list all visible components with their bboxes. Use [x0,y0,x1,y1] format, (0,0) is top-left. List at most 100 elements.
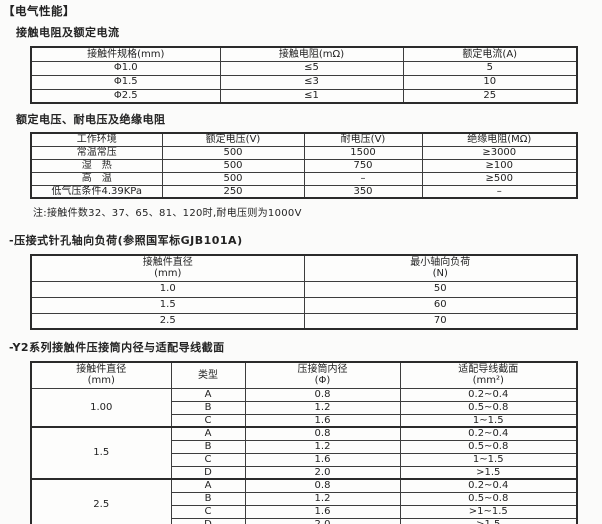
cell-min-axial-load: 50 [303,280,578,298]
cell-withstand-voltage: 750 [303,158,423,173]
table-row: 1.5 A 0.8 0.2~0.4 [30,426,578,480]
cell-spec: Φ1.5 [30,74,221,90]
cell-diameter-group: 2.5 [30,478,172,524]
section-heading-axial-load: -压接式针孔轴向负荷(参照国军标GJB101A) [9,234,243,247]
table-y2-crimp-barrel: 接触件直径 (mm) 类型 压接筒内径 (Φ) 适配导线截面 (mm²) 1.0… [30,361,578,524]
cell-withstand-voltage: – [303,171,423,186]
header-line: 类型 [198,369,218,381]
table-row: 1.5 60 [30,296,578,314]
header-line: 适配导线截面 [458,364,519,376]
cell-barrel-id: 1.2 [244,400,401,415]
header-unit: (N) [432,268,448,280]
table-header-row: 接触件直径 (mm) 类型 压接筒内径 (Φ) 适配导线截面 (mm²) [30,361,578,389]
table-row: B 1.2 0.5~0.8 [31,439,578,454]
column-header: 接触件直径 (mm) [30,254,305,282]
column-header: 接触件规格(mm) [30,46,221,62]
cell-withstand-voltage: 1500 [303,145,423,160]
cell-environment: 低气压条件4.39KPa [30,184,163,199]
header-line: 接触件直径 [142,257,193,269]
column-header: 适配导线截面 (mm²) [399,361,578,389]
cell-min-axial-load: 60 [303,296,578,314]
cell-rated-voltage: 500 [161,145,305,160]
cell-spec: Φ2.5 [30,88,221,104]
cell-type: C [170,452,246,467]
cell-wire-section: >1.5 [399,465,578,480]
table-row: C 1.6 1~1.5 [31,452,578,467]
column-header: 绝缘电阻(MΩ) [421,132,578,147]
table-header-row: 工作环境 额定电压(V) 耐电压(V) 绝缘电阻(MΩ) [30,132,578,147]
cell-min-axial-load: 70 [303,312,578,330]
column-header: 最小轴向负荷 (N) [303,254,578,282]
cell-insulation-resistance: ≥500 [421,171,578,186]
column-header: 额定电流(A) [402,46,578,62]
cell-wire-section: 0.5~0.8 [399,439,578,454]
table-row: D 2.0 >1.5 [31,517,578,524]
cell-insulation-resistance: ≥3000 [421,145,578,160]
cell-barrel-id: 1.6 [244,452,401,467]
table-row: 常温常压 500 1500 ≥3000 [30,145,578,160]
column-header: 额定电压(V) [161,132,305,147]
cell-current: 10 [402,74,578,90]
header-unit: (mm²) [472,375,504,387]
table-row: Φ1.5 ≤3 10 [30,74,578,90]
cell-wire-section: >1~1.5 [399,504,578,519]
header-line: 压接筒内径 [297,364,348,376]
table-row: B 1.2 0.5~0.8 [31,400,578,415]
cell-rated-voltage: 500 [161,158,305,173]
cell-current: 5 [402,60,578,76]
cell-wire-section: >1.5 [399,517,578,524]
table-header-row: 接触件直径 (mm) 最小轴向负荷 (N) [30,254,578,282]
column-header: 耐电压(V) [303,132,423,147]
table-row: 低气压条件4.39KPa 250 350 – [30,184,578,199]
cell-barrel-id: 0.8 [244,478,401,493]
cell-type: A [170,387,246,402]
cell-resistance: ≤1 [219,88,404,104]
cell-diameter-group: 1.5 [30,426,172,480]
cell-barrel-id: 0.8 [244,387,401,402]
cell-type: B [170,439,246,454]
cell-type: C [170,413,246,428]
table-row: Φ1.0 ≤5 5 [30,60,578,76]
header-line: 最小轴向负荷 [410,257,471,269]
cell-type: A [170,426,246,441]
cell-type: C [170,504,246,519]
cell-type: B [170,400,246,415]
cell-insulation-resistance: ≥100 [421,158,578,173]
cell-resistance: ≤5 [219,60,404,76]
page-title: 【电气性能】 [3,4,75,18]
cell-barrel-id: 1.6 [244,413,401,428]
cell-diameter: 2.5 [30,312,305,330]
table-row: 1.0 50 [30,280,578,298]
column-header: 压接筒内径 (Φ) [244,361,401,389]
cell-barrel-id: 1.6 [244,504,401,519]
cell-wire-section: 1~1.5 [399,413,578,428]
section-heading-y2-crimp-barrel: -Y2系列接触件压接筒内径与适配导线截面 [9,341,225,354]
cell-wire-section: 0.2~0.4 [399,387,578,402]
table-header-row: 接触件规格(mm) 接触电阻(mΩ) 额定电流(A) [30,46,578,62]
cell-barrel-id: 2.0 [244,517,401,524]
column-header: 工作环境 [30,132,163,147]
table-row: 1.00 A 0.8 0.2~0.4 [30,387,578,428]
table-voltage-insulation: 工作环境 额定电压(V) 耐电压(V) 绝缘电阻(MΩ) 常温常压 500 15… [30,132,578,199]
table-row: 湿 热 500 750 ≥100 [30,158,578,173]
cell-environment: 高 温 [30,171,163,186]
footnote-withstand-voltage: 注:接触件数32、37、65、81、120时,耐电压则为1000V [33,208,302,219]
header-unit: (mm) [154,268,182,280]
cell-withstand-voltage: 350 [303,184,423,199]
header-line: 接触件直径 [76,364,127,376]
header-unit: (mm) [87,375,115,387]
column-header: 类型 [170,361,246,389]
cell-type: D [170,465,246,480]
column-header: 接触件直径 (mm) [30,361,172,389]
table-contact-resistance-rated-current: 接触件规格(mm) 接触电阻(mΩ) 额定电流(A) Φ1.0 ≤5 5 Φ1.… [30,46,578,104]
cell-diameter-group: 1.00 [30,387,172,428]
column-header: 接触电阻(mΩ) [219,46,404,62]
cell-rated-voltage: 500 [161,171,305,186]
cell-type: A [170,478,246,493]
cell-barrel-id: 1.2 [244,491,401,506]
cell-diameter: 1.0 [30,280,305,298]
table-row: 高 温 500 – ≥500 [30,171,578,186]
cell-environment: 湿 热 [30,158,163,173]
cell-barrel-id: 1.2 [244,439,401,454]
